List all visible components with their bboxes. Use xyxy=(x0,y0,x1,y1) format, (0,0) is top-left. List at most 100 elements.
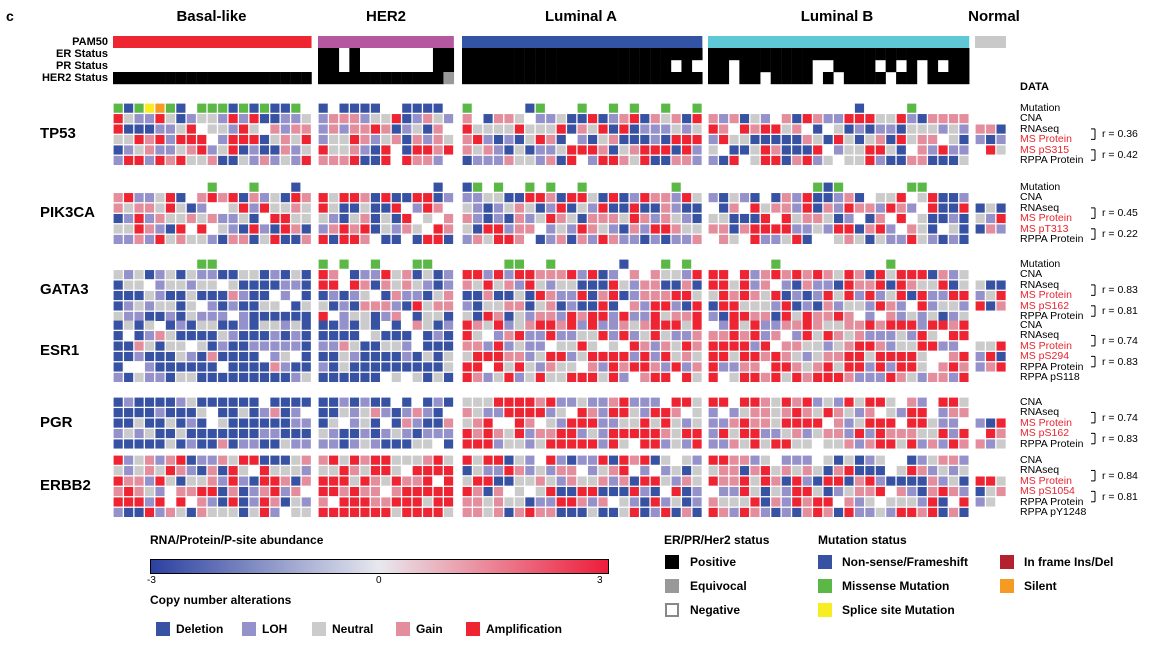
heatmap-cell xyxy=(959,234,969,244)
heatmap-cell xyxy=(291,203,301,213)
heatmap-cell xyxy=(165,203,175,213)
heatmap-cell xyxy=(228,408,238,418)
heatmap-cell xyxy=(928,270,938,280)
heatmap-cell xyxy=(259,497,270,507)
heatmap-cell xyxy=(598,145,608,155)
heatmap-cell xyxy=(682,331,692,341)
heatmap-cell xyxy=(948,213,959,224)
heatmap-cell xyxy=(155,418,165,428)
heatmap-cell xyxy=(650,114,660,124)
heatmap-cell xyxy=(291,182,301,192)
heatmap-cell xyxy=(938,362,948,372)
heatmap-cell xyxy=(896,203,906,213)
heatmap-cell xyxy=(719,280,729,290)
heatmap-cell xyxy=(349,270,360,280)
heatmap-cell xyxy=(270,408,280,418)
heatmap-cell xyxy=(719,476,729,486)
heatmap-cell xyxy=(165,213,175,224)
heatmap-cell xyxy=(682,362,692,372)
heatmap-cell xyxy=(896,428,906,439)
heatmap-cell xyxy=(504,114,514,124)
heatmap-cell xyxy=(760,213,770,224)
heatmap-cell xyxy=(739,213,750,224)
heatmap-cell xyxy=(113,234,123,244)
status-cell xyxy=(597,48,609,61)
heatmap-cell xyxy=(402,145,412,155)
heatmap-cell xyxy=(423,114,433,124)
heatmap-cell xyxy=(165,439,175,449)
heatmap-cell xyxy=(249,290,259,301)
heatmap-cell xyxy=(640,397,650,407)
heatmap-cell xyxy=(483,320,493,330)
heatmap-cell xyxy=(781,193,791,203)
heatmap-cell xyxy=(771,234,781,244)
heatmap-cell xyxy=(249,193,259,203)
heatmap-cell xyxy=(661,341,671,351)
heatmap-cell xyxy=(792,476,802,486)
heatmap-cell xyxy=(207,372,217,382)
heatmap-cell xyxy=(155,134,165,145)
heatmap-cell xyxy=(760,145,770,155)
heatmap-cell xyxy=(218,311,228,321)
heatmap-cell xyxy=(834,331,844,341)
heatmap-cell xyxy=(750,362,760,372)
heatmap-cell xyxy=(671,362,681,372)
mutation-swatch xyxy=(818,579,832,593)
heatmap-cell xyxy=(493,486,504,497)
heatmap-cell xyxy=(865,486,875,497)
heatmap-cell xyxy=(750,351,760,362)
heatmap-cell xyxy=(462,428,472,439)
heatmap-cell xyxy=(577,224,587,234)
heatmap-cell xyxy=(493,341,504,351)
heatmap-cell xyxy=(823,428,833,439)
heatmap-cell xyxy=(813,486,823,497)
heatmap-cell xyxy=(619,193,629,203)
heatmap-cell xyxy=(996,203,1006,213)
status-cell xyxy=(503,48,515,61)
heatmap-cell xyxy=(291,134,301,145)
heatmap-cell xyxy=(391,428,401,439)
heatmap-cell xyxy=(339,397,349,407)
heatmap-cell xyxy=(259,193,270,203)
heatmap-cell xyxy=(781,476,791,486)
status-cell xyxy=(864,60,876,73)
heatmap-cell xyxy=(349,351,360,362)
heatmap-cell xyxy=(556,134,566,145)
heatmap-cell xyxy=(650,372,660,382)
heatmap-cell xyxy=(134,311,144,321)
track-label: RPPA Protein xyxy=(1020,310,1084,323)
heatmap-cell xyxy=(640,280,650,290)
heatmap-cell xyxy=(708,341,718,351)
heatmap-cell xyxy=(218,213,228,224)
heatmap-cell xyxy=(329,397,339,407)
heatmap-cell xyxy=(588,418,598,428)
status-cell xyxy=(524,72,536,85)
heatmap-cell xyxy=(629,455,639,465)
heatmap-cell xyxy=(608,270,619,280)
heatmap-cell xyxy=(760,341,770,351)
heatmap-cell xyxy=(259,270,270,280)
heatmap-cell xyxy=(329,466,339,476)
heatmap-cell xyxy=(760,301,770,311)
heatmap-cell xyxy=(556,439,566,449)
heatmap-cell xyxy=(402,124,412,134)
heatmap-cell xyxy=(239,397,249,407)
heatmap-cell xyxy=(259,466,270,476)
heatmap-cell xyxy=(760,466,770,476)
heatmap-cell xyxy=(907,331,917,341)
heatmap-cell xyxy=(813,362,823,372)
heatmap-cell xyxy=(792,497,802,507)
heatmap-cell xyxy=(959,203,969,213)
heatmap-cell xyxy=(473,311,483,321)
heatmap-cell xyxy=(802,341,812,351)
heatmap-cell xyxy=(917,234,927,244)
heatmap-cell xyxy=(462,466,472,476)
status-cell xyxy=(217,72,229,85)
heatmap-cell xyxy=(959,145,969,155)
heatmap-cell xyxy=(854,439,865,449)
heatmap-cell xyxy=(301,455,311,465)
heatmap-cell xyxy=(802,497,812,507)
heatmap-cell xyxy=(433,341,443,351)
heatmap-cell xyxy=(865,331,875,341)
status-swatch xyxy=(665,603,679,617)
